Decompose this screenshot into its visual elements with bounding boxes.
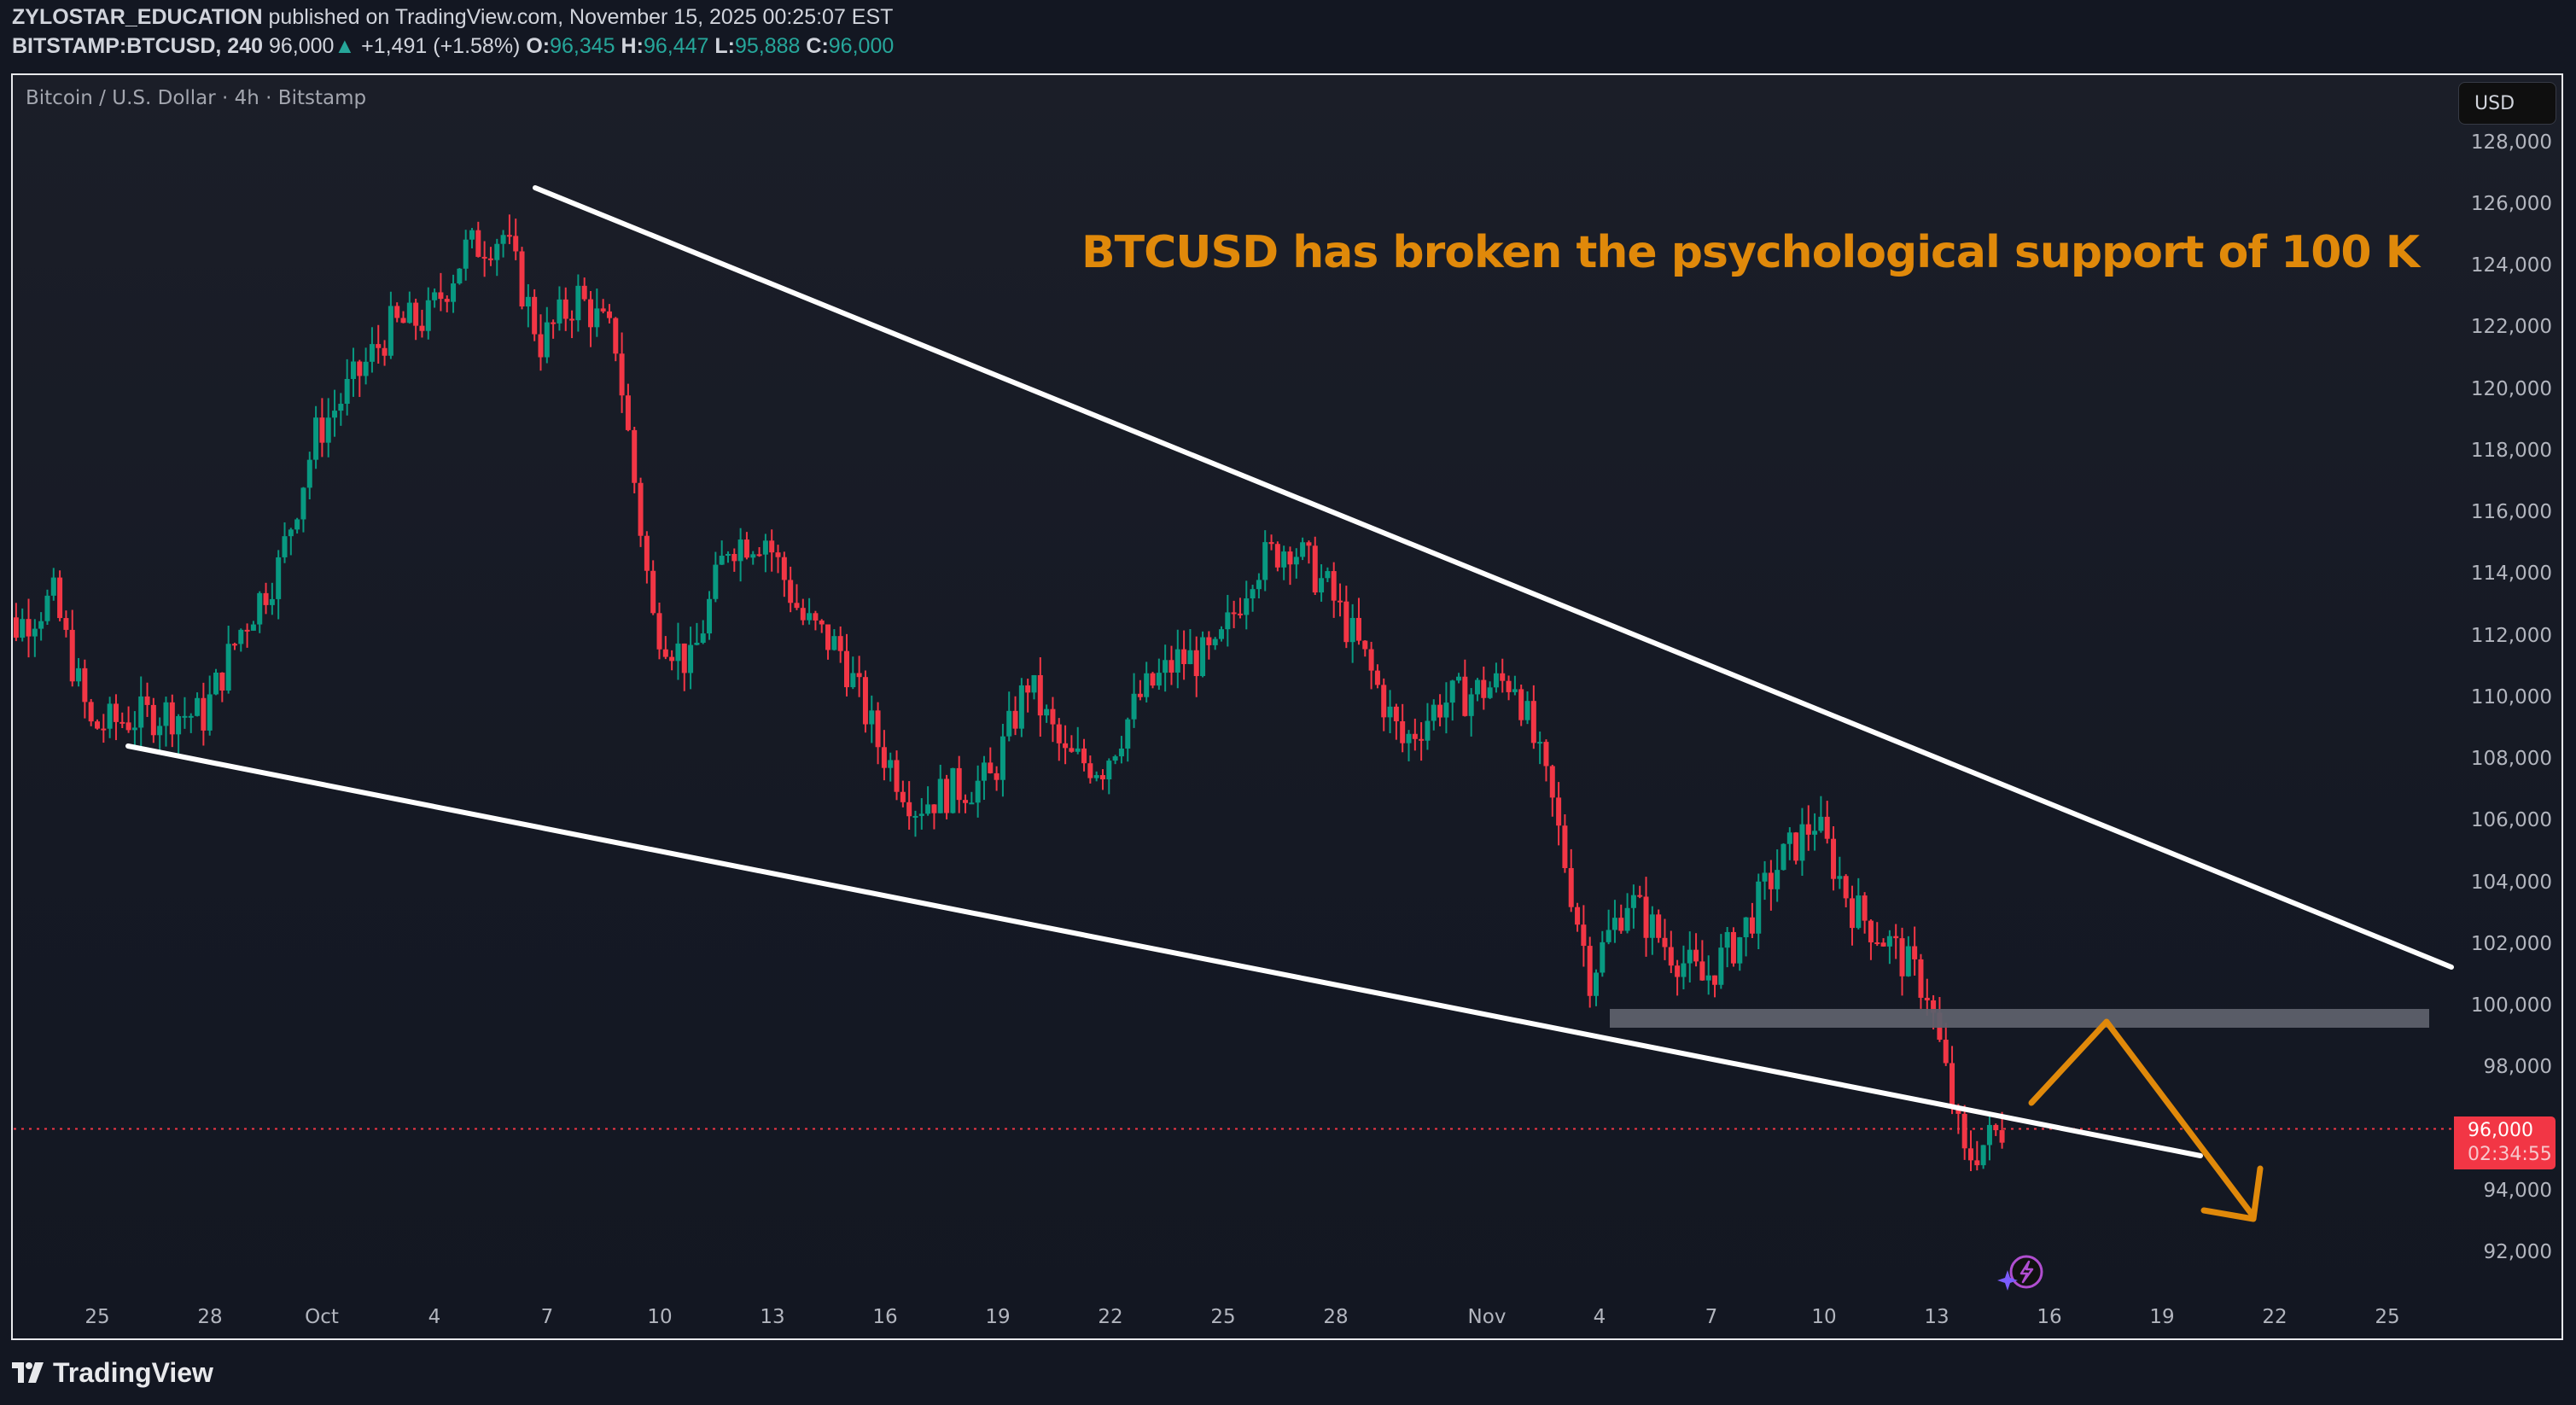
symbol: BITSTAMP:BTCUSD, 240 <box>12 34 264 58</box>
support-zone[interactable] <box>1610 1009 2429 1028</box>
author-name[interactable]: ZYLOSTAR_EDUCATION <box>12 5 263 29</box>
price-tick: 128,000 <box>2470 131 2552 154</box>
bar-countdown: 02:34:55 <box>2468 1144 2552 1165</box>
time-tick: 7 <box>540 1306 554 1328</box>
time-tick: 16 <box>872 1306 898 1328</box>
price-tick: 108,000 <box>2470 748 2552 770</box>
price-tick: 118,000 <box>2470 439 2552 462</box>
arrow-head-icon <box>2200 1165 2264 1222</box>
candles <box>13 214 2005 1172</box>
time-tick: 7 <box>1705 1306 1718 1328</box>
open-label: O: <box>526 34 551 58</box>
price-tick: 104,000 <box>2470 871 2552 894</box>
time-tick: 16 <box>2037 1306 2062 1328</box>
lower-trendline[interactable] <box>125 743 2203 1158</box>
time-tick: 10 <box>1811 1306 1837 1328</box>
price-tick: 126,000 <box>2470 192 2552 215</box>
time-tick: 28 <box>197 1306 223 1328</box>
price-tick: 114,000 <box>2470 563 2552 586</box>
time-tick: Oct <box>305 1306 339 1328</box>
price-tick: 110,000 <box>2470 685 2552 708</box>
last-price-tag: 96,000 02:34:55 <box>2454 1116 2556 1169</box>
time-tick: 25 <box>2375 1306 2400 1328</box>
time-tick: Nov <box>1467 1306 1507 1328</box>
price-tick: 122,000 <box>2470 316 2552 339</box>
up-triangle-icon: ▲ <box>334 34 356 58</box>
price-tick: 116,000 <box>2470 501 2552 523</box>
time-tick: 4 <box>1593 1306 1606 1328</box>
time-tick: 22 <box>1098 1306 1123 1328</box>
price-tick: 102,000 <box>2470 932 2552 955</box>
annotation-text[interactable]: BTCUSD has broken the psychological supp… <box>1081 227 2420 278</box>
tradingview-logo-icon <box>12 1361 44 1383</box>
low-value: 95,888 <box>734 34 801 58</box>
price-tick: 94,000 <box>2483 1179 2552 1202</box>
projection-arrow[interactable] <box>2028 1018 2257 1220</box>
time-tick: 10 <box>647 1306 673 1328</box>
currency-button[interactable]: USD <box>2458 82 2556 125</box>
last-price-value: 96,000 <box>2468 1120 2533 1141</box>
price-tick: 124,000 <box>2470 254 2552 277</box>
time-tick: 19 <box>2149 1306 2175 1328</box>
high-label: H: <box>621 34 644 58</box>
publish-date: published on TradingView.com, November 1… <box>268 5 894 29</box>
symbol-info: BITSTAMP:BTCUSD, 240 96,000▲ +1,491 (+1.… <box>12 34 894 59</box>
brand-name: TradingView <box>53 1357 213 1388</box>
price-tick: 100,000 <box>2470 994 2552 1017</box>
open-value: 96,345 <box>550 34 615 58</box>
upper-trendline[interactable] <box>533 185 2454 970</box>
time-tick: 25 <box>1210 1306 1236 1328</box>
price-tick: 112,000 <box>2470 624 2552 647</box>
time-tick: 28 <box>1323 1306 1349 1328</box>
high-value: 96,447 <box>643 34 709 58</box>
price-tick: 98,000 <box>2483 1056 2552 1079</box>
price-change: +1,491 (+1.58%) <box>361 34 521 58</box>
price-tick: 120,000 <box>2470 377 2552 400</box>
chart-legend: Bitcoin / U.S. Dollar · 4h · Bitstamp <box>26 87 367 109</box>
time-tick: 22 <box>2262 1306 2288 1328</box>
close-label: C: <box>806 34 829 58</box>
price-tick: 106,000 <box>2470 809 2552 832</box>
close-value: 96,000 <box>828 34 895 58</box>
low-label: L: <box>714 34 735 58</box>
tradingview-logo[interactable]: TradingView <box>12 1357 213 1389</box>
lightning-assistant-icon[interactable] <box>1997 1251 2049 1294</box>
publish-info: ZYLOSTAR_EDUCATION published on TradingV… <box>12 5 893 30</box>
last-price: 96,000 <box>268 34 335 58</box>
time-tick: 4 <box>428 1306 441 1328</box>
time-tick: 13 <box>1924 1306 1949 1328</box>
time-tick: 19 <box>985 1306 1011 1328</box>
time-tick: 25 <box>85 1306 110 1328</box>
price-tick: 92,000 <box>2483 1241 2552 1263</box>
time-tick: 13 <box>760 1306 785 1328</box>
